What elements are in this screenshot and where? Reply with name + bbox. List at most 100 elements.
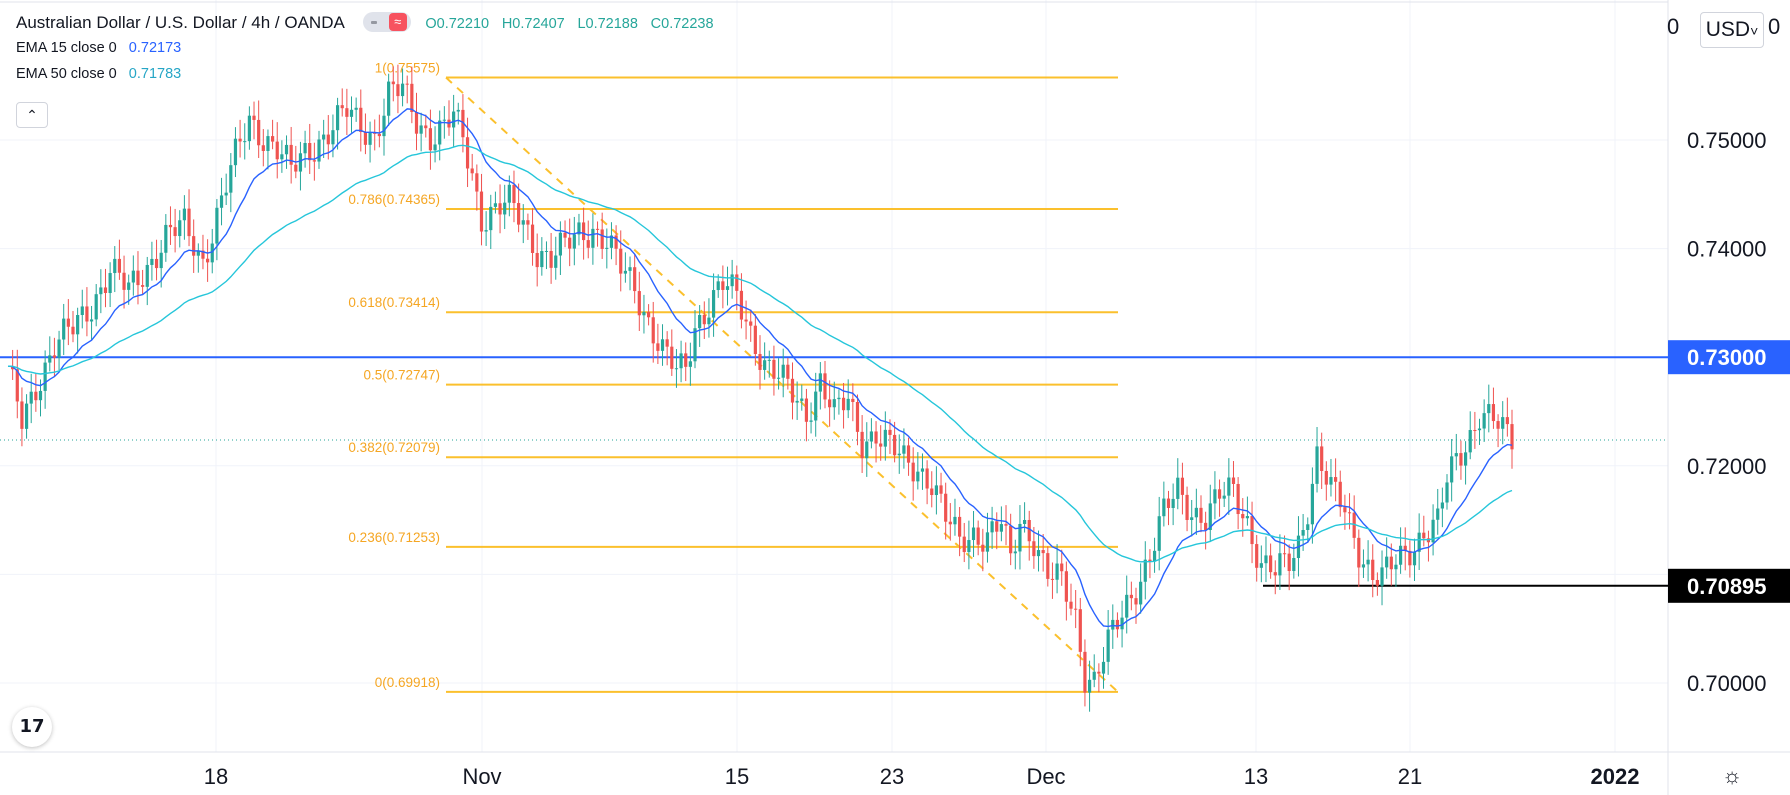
- collapse-legend-button[interactable]: ⌃: [16, 102, 48, 128]
- candle-body: [113, 258, 117, 274]
- candle-body: [452, 111, 456, 128]
- candle-body: [489, 206, 493, 231]
- candle-body: [1361, 564, 1366, 568]
- candle-body: [814, 391, 818, 421]
- chart-style-toggle[interactable]: ≈: [362, 11, 411, 32]
- candle-body: [43, 362, 47, 391]
- candle-body: [512, 184, 516, 204]
- candle-body: [1217, 489, 1222, 499]
- ohlc-open: O0.72210: [425, 16, 490, 32]
- candle-body: [767, 359, 771, 361]
- candle-body: [66, 318, 70, 327]
- fib-trend-line[interactable]: [445, 76, 1119, 693]
- candle-body: [1236, 483, 1240, 515]
- candle-body: [326, 134, 330, 145]
- price-label-box[interactable]: [1668, 340, 1790, 375]
- candle-body: [591, 228, 595, 248]
- candle-body: [1199, 507, 1203, 523]
- candle-body: [52, 355, 57, 358]
- candle-body: [1440, 502, 1444, 509]
- candle-body: [739, 290, 744, 320]
- candle-body: [823, 373, 827, 400]
- candle-body: [1501, 417, 1505, 429]
- candle-body: [1060, 563, 1064, 572]
- interval-label[interactable]: 4h: [251, 13, 271, 32]
- axis-edge-zero-right: 0: [1768, 14, 1781, 39]
- candle-body: [11, 366, 15, 370]
- candle-body: [1101, 661, 1106, 674]
- time-axis-tick: 15: [725, 764, 749, 789]
- time-axis[interactable]: 18 Nov 15 23 Dec 13 21 2022: [204, 764, 1640, 789]
- candle-body: [1115, 619, 1120, 630]
- candle-body: [1450, 456, 1454, 483]
- candle-body: [1273, 572, 1277, 576]
- candle-body: [1004, 524, 1008, 526]
- candle-body: [117, 258, 122, 273]
- candle-body: [730, 274, 734, 287]
- candle-body: [711, 290, 716, 318]
- candle-body: [243, 141, 247, 143]
- candlesticks: [11, 64, 1514, 712]
- candle-body: [1324, 470, 1328, 485]
- candle-body: [1496, 421, 1500, 429]
- candle-body: [1111, 619, 1115, 630]
- candle-body: [178, 220, 182, 237]
- horizontal-lines[interactable]: [0, 356, 1668, 587]
- candle-body: [1194, 507, 1198, 518]
- candle-body: [684, 353, 688, 367]
- candle-body: [1412, 551, 1417, 566]
- candle-body: [1069, 601, 1073, 609]
- candle-body: [1171, 498, 1175, 508]
- candle-body: [674, 368, 679, 370]
- candle-body: [786, 364, 790, 379]
- candle-body: [428, 128, 433, 151]
- candle-body: [646, 311, 651, 318]
- candle-body: [1009, 525, 1013, 554]
- price-axis[interactable]: 0.75000 0.74000 0.72000 0.70000 0.73000 0.708…: [1668, 128, 1790, 696]
- chevron-up-icon: ⌃: [26, 107, 38, 123]
- candle-body: [1398, 545, 1403, 565]
- candle-body: [781, 364, 785, 378]
- ema15-legend[interactable]: EMA 15 close 0 0.72173: [16, 40, 181, 56]
- candle-body: [953, 516, 957, 525]
- currency-selector[interactable]: USD˅: [1700, 12, 1764, 48]
- symbol-name[interactable]: Australian Dollar / U.S. Dollar: [16, 13, 238, 32]
- ema50-label: EMA 50 close 0: [16, 66, 117, 82]
- candle-body: [1352, 512, 1356, 538]
- candle-body: [1013, 551, 1017, 554]
- candle-body: [944, 493, 948, 522]
- candle-body: [1036, 550, 1041, 557]
- candle-body: [131, 270, 135, 283]
- fib-level-label: 0.618(0.73414): [348, 295, 440, 310]
- price-axis-tick: 0.74000: [1687, 237, 1767, 262]
- tradingview-logo-icon[interactable]: 17: [12, 707, 52, 747]
- candle-body: [122, 272, 126, 290]
- ema50-legend[interactable]: EMA 50 close 0 0.71783: [16, 66, 181, 82]
- candle-body: [479, 191, 484, 232]
- candle-body: [1301, 529, 1305, 536]
- candle-body: [206, 258, 210, 263]
- candle-body: [958, 516, 962, 537]
- price-label-box[interactable]: [1668, 568, 1790, 603]
- candle-body: [1357, 537, 1361, 568]
- candle-body: [1087, 679, 1092, 693]
- candle-body: [1366, 559, 1370, 565]
- candle-body: [628, 267, 632, 271]
- candle-body: [419, 125, 423, 134]
- candle-body: [1463, 452, 1468, 466]
- candle-body: [145, 264, 149, 287]
- ema15-label: EMA 15 close 0: [16, 40, 117, 56]
- candle-body: [475, 173, 479, 192]
- gear-icon[interactable]: ☼: [1722, 763, 1743, 788]
- candle-body: [312, 160, 316, 162]
- ohlc-high: H0.72407: [501, 16, 565, 32]
- candle-body: [1487, 404, 1491, 414]
- candle-body: [665, 339, 669, 347]
- candle-body: [828, 399, 832, 408]
- candle-body: [990, 521, 994, 533]
- fibonacci-retracement[interactable]: 1(0.75575) 0.786(0.74365) 0.618(0.73414) 0.…: [348, 61, 1119, 693]
- candle-body: [1505, 417, 1509, 425]
- candle-body: [1334, 477, 1338, 482]
- candle-body: [1148, 559, 1152, 562]
